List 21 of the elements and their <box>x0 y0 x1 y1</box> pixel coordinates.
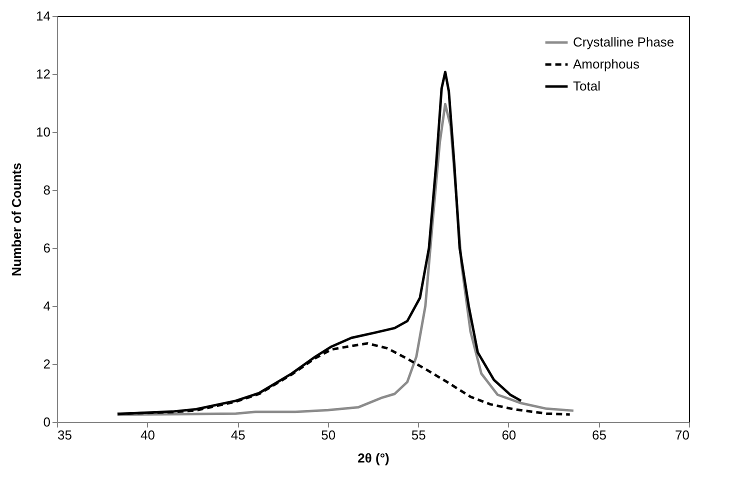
y-tick-label: 14 <box>36 8 50 24</box>
x-tick-label: 65 <box>592 428 606 442</box>
y-tick-label: 2 <box>43 356 50 372</box>
y-tick-label: 8 <box>43 182 50 198</box>
y-tick-label: 0 <box>43 414 50 430</box>
x-tick-label: 40 <box>140 428 156 442</box>
x-tick-label: 70 <box>675 428 690 442</box>
y-axis-title: Number of Counts <box>9 162 24 276</box>
x-axis-title: 2θ (°) <box>358 450 390 466</box>
y-tick-label: 12 <box>36 66 50 82</box>
x-tick-label: 45 <box>230 428 246 442</box>
x-tick-label: 55 <box>411 428 426 442</box>
y-tick-label: 6 <box>43 240 50 256</box>
legend-label: Amorphous <box>573 56 640 72</box>
y-tick-label: 10 <box>36 124 50 140</box>
x-tick-label: 50 <box>321 428 336 442</box>
x-tick-label: 60 <box>502 428 516 442</box>
x-tick-label: 35 <box>58 428 72 442</box>
y-tick-label: 4 <box>43 298 50 314</box>
legend-label: Total <box>573 78 601 94</box>
legend-label: Crystalline Phase <box>573 34 674 50</box>
